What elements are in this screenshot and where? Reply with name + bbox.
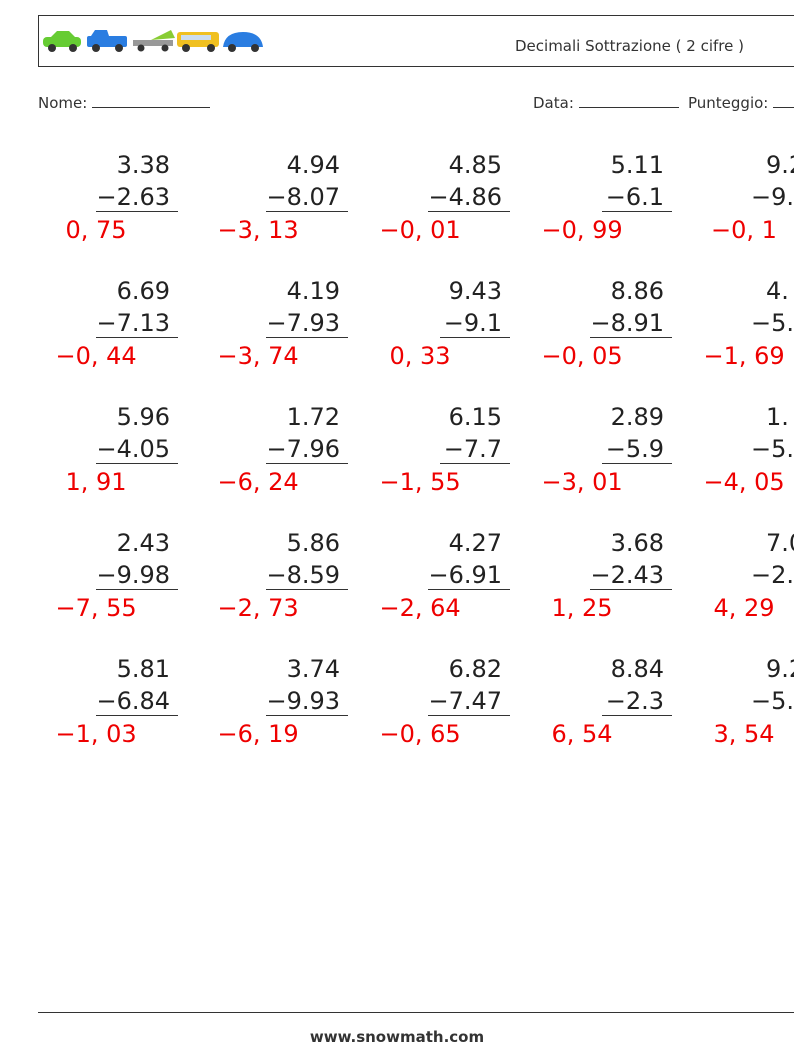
answer: −3, 74 bbox=[217, 342, 299, 370]
answer: −2, 73 bbox=[217, 594, 299, 622]
minuend: 2.43 bbox=[116, 529, 170, 557]
subtrahend: −5.6 bbox=[751, 687, 794, 715]
score-label: Punteggio: bbox=[688, 94, 769, 112]
answer: −0, 99 bbox=[541, 216, 623, 244]
minuend: 6.15 bbox=[448, 403, 502, 431]
subtrahend: −5. bbox=[751, 435, 794, 463]
answer: −4, 05 bbox=[703, 468, 785, 496]
subtrahend: −9.1 bbox=[440, 309, 510, 338]
minuend: 9.2 bbox=[766, 655, 794, 683]
answer: −7, 55 bbox=[55, 594, 137, 622]
minuend: 1.72 bbox=[286, 403, 340, 431]
date-field: Data: bbox=[533, 93, 679, 112]
subtrahend: −4.86 bbox=[428, 183, 510, 212]
answer: 0, 33 bbox=[389, 342, 451, 370]
name-field: Nome: bbox=[38, 93, 211, 112]
answer: −0, 44 bbox=[55, 342, 137, 370]
subtrahend: −8.91 bbox=[590, 309, 672, 338]
car-icons bbox=[43, 30, 263, 52]
subtrahend: −7.96 bbox=[266, 435, 348, 464]
minuend: 4.94 bbox=[286, 151, 340, 179]
title: Decimali Sottrazione ( 2 cifre ) bbox=[515, 37, 744, 55]
subtrahend: −7.13 bbox=[96, 309, 178, 338]
answer: −1, 69 bbox=[703, 342, 785, 370]
answer: −0, 65 bbox=[379, 720, 461, 748]
subtrahend: −9.93 bbox=[266, 687, 348, 716]
subtrahend: −4.05 bbox=[96, 435, 178, 464]
answer: −0, 01 bbox=[379, 216, 461, 244]
name-blank bbox=[92, 93, 211, 108]
minuend: 4.27 bbox=[448, 529, 502, 557]
score-field: Punteggio: bbox=[688, 93, 794, 112]
subtrahend: −8.07 bbox=[266, 183, 348, 212]
subtrahend: −7.7 bbox=[440, 435, 510, 464]
minuend: 3.74 bbox=[286, 655, 340, 683]
subtrahend: −6.84 bbox=[96, 687, 178, 716]
minuend: 7.0 bbox=[766, 529, 794, 557]
subtrahend: −5.9 bbox=[602, 435, 672, 464]
subtrahend: −2.7 bbox=[751, 561, 794, 589]
answer: −1, 55 bbox=[379, 468, 461, 496]
answer: −0, 05 bbox=[541, 342, 623, 370]
minuend: 5.81 bbox=[116, 655, 170, 683]
answer: −1, 03 bbox=[55, 720, 137, 748]
score-blank bbox=[773, 93, 794, 108]
subtrahend: −2.43 bbox=[590, 561, 672, 590]
footer-url: www.snowmath.com bbox=[309, 1028, 485, 1046]
subtrahend: −2.3 bbox=[602, 687, 672, 716]
subtrahend: −2.63 bbox=[96, 183, 178, 212]
minuend: 9.43 bbox=[448, 277, 502, 305]
answer: 1, 25 bbox=[551, 594, 613, 622]
subtrahend: −8.59 bbox=[266, 561, 348, 590]
answer: −0, 1 bbox=[711, 216, 777, 244]
minuend: 9.2 bbox=[766, 151, 794, 179]
subtrahend: −7.93 bbox=[266, 309, 348, 338]
name-label: Nome: bbox=[38, 94, 88, 112]
minuend: 4.85 bbox=[448, 151, 502, 179]
minuend: 8.86 bbox=[610, 277, 664, 305]
minuend: 6.82 bbox=[448, 655, 502, 683]
answer: −3, 01 bbox=[541, 468, 623, 496]
date-label: Data: bbox=[533, 94, 574, 112]
minuend: 1. bbox=[766, 403, 789, 431]
date-blank bbox=[578, 93, 679, 108]
subtrahend: −9.98 bbox=[96, 561, 178, 590]
minuend: 4. bbox=[766, 277, 789, 305]
subtrahend: −9.3 bbox=[751, 183, 794, 211]
subtrahend: −6.1 bbox=[602, 183, 672, 212]
minuend: 5.86 bbox=[286, 529, 340, 557]
answer: 1, 91 bbox=[65, 468, 127, 496]
minuend: 5.11 bbox=[610, 151, 664, 179]
minuend: 6.69 bbox=[116, 277, 170, 305]
minuend: 5.96 bbox=[116, 403, 170, 431]
minuend: 2.89 bbox=[610, 403, 664, 431]
answer: 6, 54 bbox=[551, 720, 613, 748]
answer: −3, 13 bbox=[217, 216, 299, 244]
answer: −6, 19 bbox=[217, 720, 299, 748]
answer: 4, 29 bbox=[713, 594, 775, 622]
minuend: 8.84 bbox=[610, 655, 664, 683]
answer: −2, 64 bbox=[379, 594, 461, 622]
answer: −6, 24 bbox=[217, 468, 299, 496]
footer-rule bbox=[38, 1012, 794, 1013]
subtrahend: −5. bbox=[751, 309, 794, 337]
answer: 3, 54 bbox=[713, 720, 775, 748]
subtrahend: −6.91 bbox=[428, 561, 510, 590]
minuend: 4.19 bbox=[286, 277, 340, 305]
minuend: 3.68 bbox=[610, 529, 664, 557]
answer: 0, 75 bbox=[65, 216, 127, 244]
subtrahend: −7.47 bbox=[428, 687, 510, 716]
header-box: Decimali Sottrazione ( 2 cifre ) bbox=[38, 15, 794, 67]
minuend: 3.38 bbox=[116, 151, 170, 179]
